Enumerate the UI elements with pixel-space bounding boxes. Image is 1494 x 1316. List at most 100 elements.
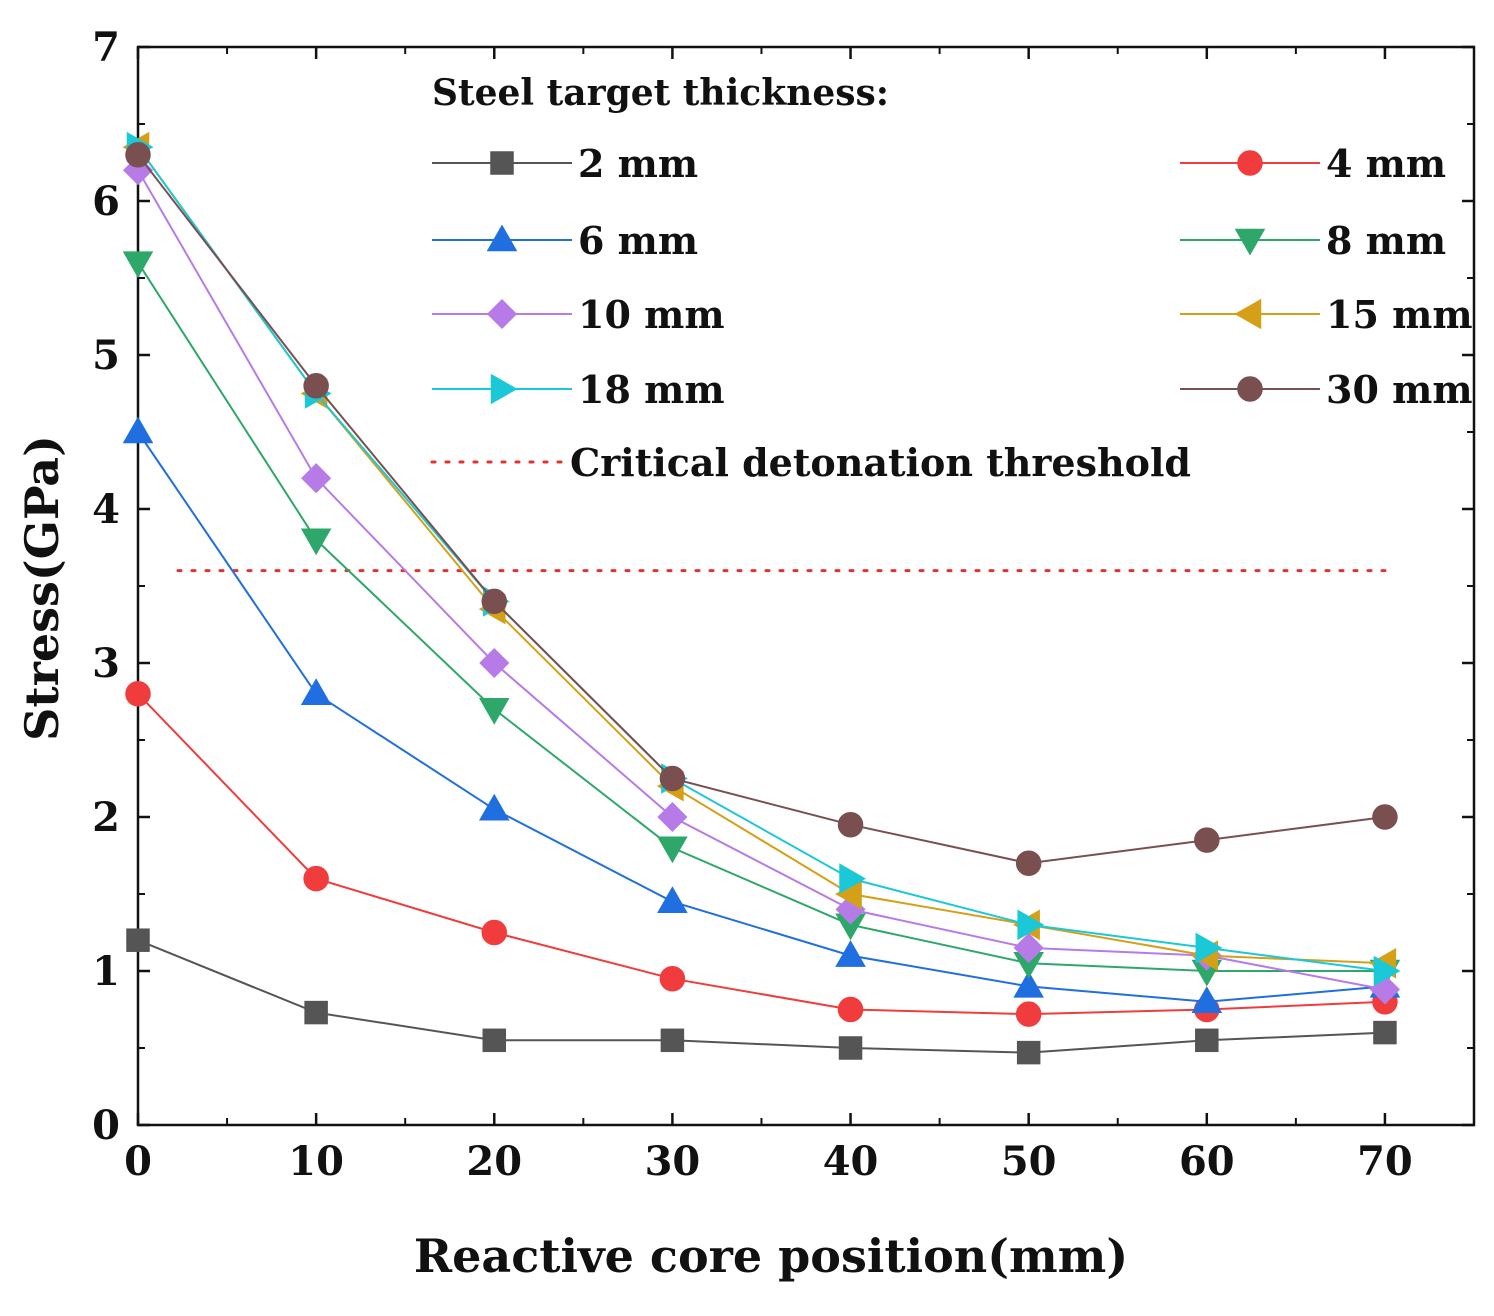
- data-point: [304, 1000, 328, 1025]
- data-point: [122, 416, 154, 444]
- data-point: [301, 463, 332, 494]
- data-point: [1373, 1020, 1397, 1045]
- legend-label: 4 mm: [1326, 141, 1446, 186]
- series-line: [137, 169, 1386, 991]
- data-point: [122, 251, 154, 279]
- legend-marker: [1237, 150, 1263, 176]
- data-point: [657, 836, 688, 864]
- x-tick-label: 40: [823, 1138, 879, 1185]
- series-line: [137, 431, 1386, 1003]
- data-point: [1016, 1040, 1041, 1065]
- data-point: [659, 765, 686, 792]
- x-tick-label: 0: [124, 1138, 152, 1185]
- data-point: [479, 647, 510, 679]
- data-point: [1372, 804, 1398, 830]
- data-point: [657, 801, 688, 833]
- axes: 0 10 20 30 40 50 60 70 0 1 2 3 4 5 6 7: [92, 24, 1476, 1185]
- data-point: [1373, 955, 1401, 987]
- legend-label: 18 mm: [578, 367, 725, 412]
- data-point: [478, 793, 510, 821]
- series-line: [137, 262, 1385, 972]
- y-tick-label: 2: [92, 794, 120, 841]
- legend-item: 6 mm: [432, 218, 698, 263]
- legend-marker: [1237, 376, 1263, 402]
- data-point: [303, 865, 329, 892]
- legend-marker: [1234, 298, 1262, 330]
- legend-item: 4 mm: [1180, 141, 1446, 186]
- series-layer: [122, 131, 1401, 1065]
- y-tick-label: 5: [92, 332, 120, 379]
- data-point: [300, 678, 332, 706]
- series-line: [137, 154, 1386, 865]
- series-2mm: [126, 928, 1397, 1065]
- legend-item: 10 mm: [432, 292, 725, 337]
- series-line: [137, 146, 1386, 972]
- y-tick-label: 7: [92, 24, 120, 71]
- series-line: [137, 693, 1385, 1016]
- data-point: [303, 373, 329, 399]
- x-axis-title: Reactive core position(mm): [414, 1229, 1128, 1283]
- data-point: [1194, 827, 1220, 853]
- legend-title: Steel target thickness:: [432, 72, 889, 114]
- legend-label: 30 mm: [1326, 367, 1473, 412]
- legend-item: 2 mm: [432, 141, 698, 186]
- y-axis-title: Stress(GPa): [15, 435, 69, 741]
- data-point: [839, 863, 867, 894]
- legend-marker: [490, 151, 514, 175]
- y-tick-label: 6: [92, 178, 120, 225]
- legend-marker: [490, 373, 518, 405]
- data-point: [837, 996, 864, 1023]
- data-point: [1195, 1028, 1219, 1053]
- legend-label: 15 mm: [1326, 292, 1473, 337]
- data-point: [835, 940, 866, 967]
- data-point: [478, 697, 510, 725]
- data-point: [1017, 909, 1045, 941]
- legend-item-threshold: Critical detonation threshold: [430, 440, 1191, 485]
- legend-label: 2 mm: [578, 141, 698, 186]
- plot-frame: [136, 45, 1476, 1127]
- data-point: [1015, 1001, 1042, 1027]
- y-tick-label: 1: [92, 948, 120, 995]
- data-point: [481, 919, 508, 946]
- data-point: [1195, 932, 1223, 964]
- legend-marker: [486, 298, 518, 330]
- y-tick-label: 0: [92, 1102, 120, 1149]
- data-point: [125, 681, 151, 707]
- legend-item: 8 mm: [1180, 218, 1446, 263]
- series-18mm: [126, 131, 1401, 987]
- data-point: [660, 1028, 685, 1053]
- legend-label: 8 mm: [1326, 218, 1446, 263]
- x-tick-label: 10: [288, 1138, 344, 1185]
- y-tick-label: 3: [92, 640, 120, 687]
- data-point: [300, 528, 332, 556]
- series-line: [137, 939, 1385, 1054]
- legend-label: 6 mm: [578, 218, 698, 263]
- x-tick-label: 30: [645, 1138, 701, 1185]
- x-tick-label: 20: [466, 1138, 522, 1185]
- legend-item: 30 mm: [1180, 367, 1473, 412]
- data-point: [481, 588, 508, 615]
- data-point: [838, 1036, 863, 1060]
- data-point: [837, 811, 864, 838]
- series-30mm: [125, 142, 1398, 876]
- data-point: [126, 928, 150, 952]
- legend-marker: [1234, 228, 1266, 256]
- data-point: [1013, 932, 1044, 963]
- legend-item: 15 mm: [1180, 292, 1473, 337]
- data-point: [659, 965, 686, 992]
- legend-marker: [486, 224, 518, 252]
- series-10mm: [122, 155, 1400, 1005]
- x-tick-label: 60: [1179, 1138, 1235, 1185]
- data-point: [1013, 970, 1044, 998]
- y-tick-label: 4: [92, 486, 120, 533]
- series-6mm: [122, 416, 1401, 1014]
- legend-threshold-label: Critical detonation threshold: [570, 440, 1191, 485]
- data-point: [657, 886, 688, 913]
- data-point: [1191, 986, 1223, 1014]
- data-point: [125, 142, 151, 168]
- x-tick-label: 50: [1001, 1138, 1057, 1185]
- legend-label: 10 mm: [578, 292, 725, 337]
- data-point: [482, 1028, 507, 1053]
- legend-item: 18 mm: [432, 367, 725, 412]
